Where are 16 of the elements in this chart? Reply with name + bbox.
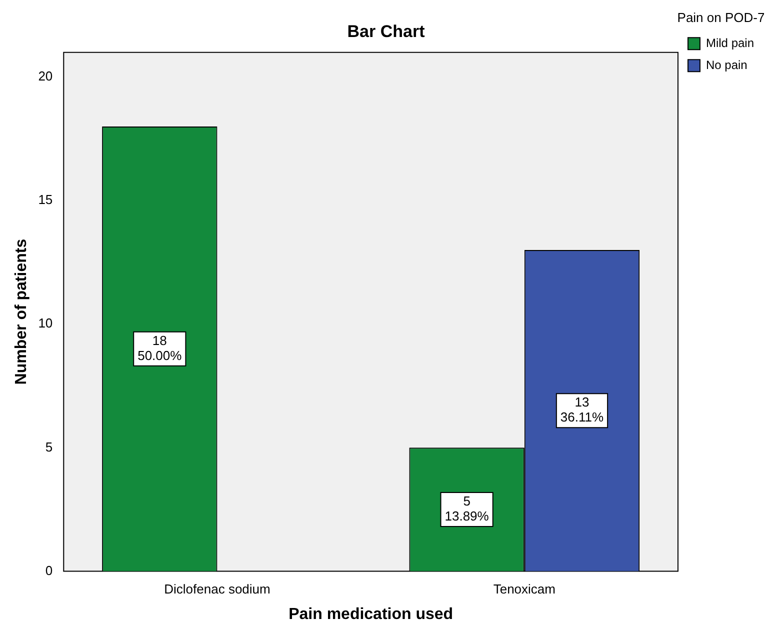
x-axis-title: Pain medication used xyxy=(288,606,454,623)
data-label: 13 36.11% xyxy=(560,394,604,425)
y-tick-label: 0 xyxy=(45,562,53,578)
legend-label: No pain xyxy=(706,58,748,72)
y-tick-label: 15 xyxy=(38,192,53,208)
x-tick-label: Diclofenac sodium xyxy=(164,582,270,597)
y-tick-label: 10 xyxy=(38,316,53,331)
legend-label: Mild pain xyxy=(706,36,754,50)
x-tick-label: Tenoxicam xyxy=(493,582,556,597)
y-tick-label: 5 xyxy=(45,439,53,454)
legend-title: Pain on POD-7 xyxy=(677,10,765,26)
chart-title: Bar Chart xyxy=(347,22,426,41)
data-label: 5 13.89% xyxy=(444,494,490,524)
y-axis-title: Number of patients xyxy=(13,238,30,385)
data-label: 18 50.00% xyxy=(138,332,182,363)
y-tick-label: 20 xyxy=(38,68,53,84)
